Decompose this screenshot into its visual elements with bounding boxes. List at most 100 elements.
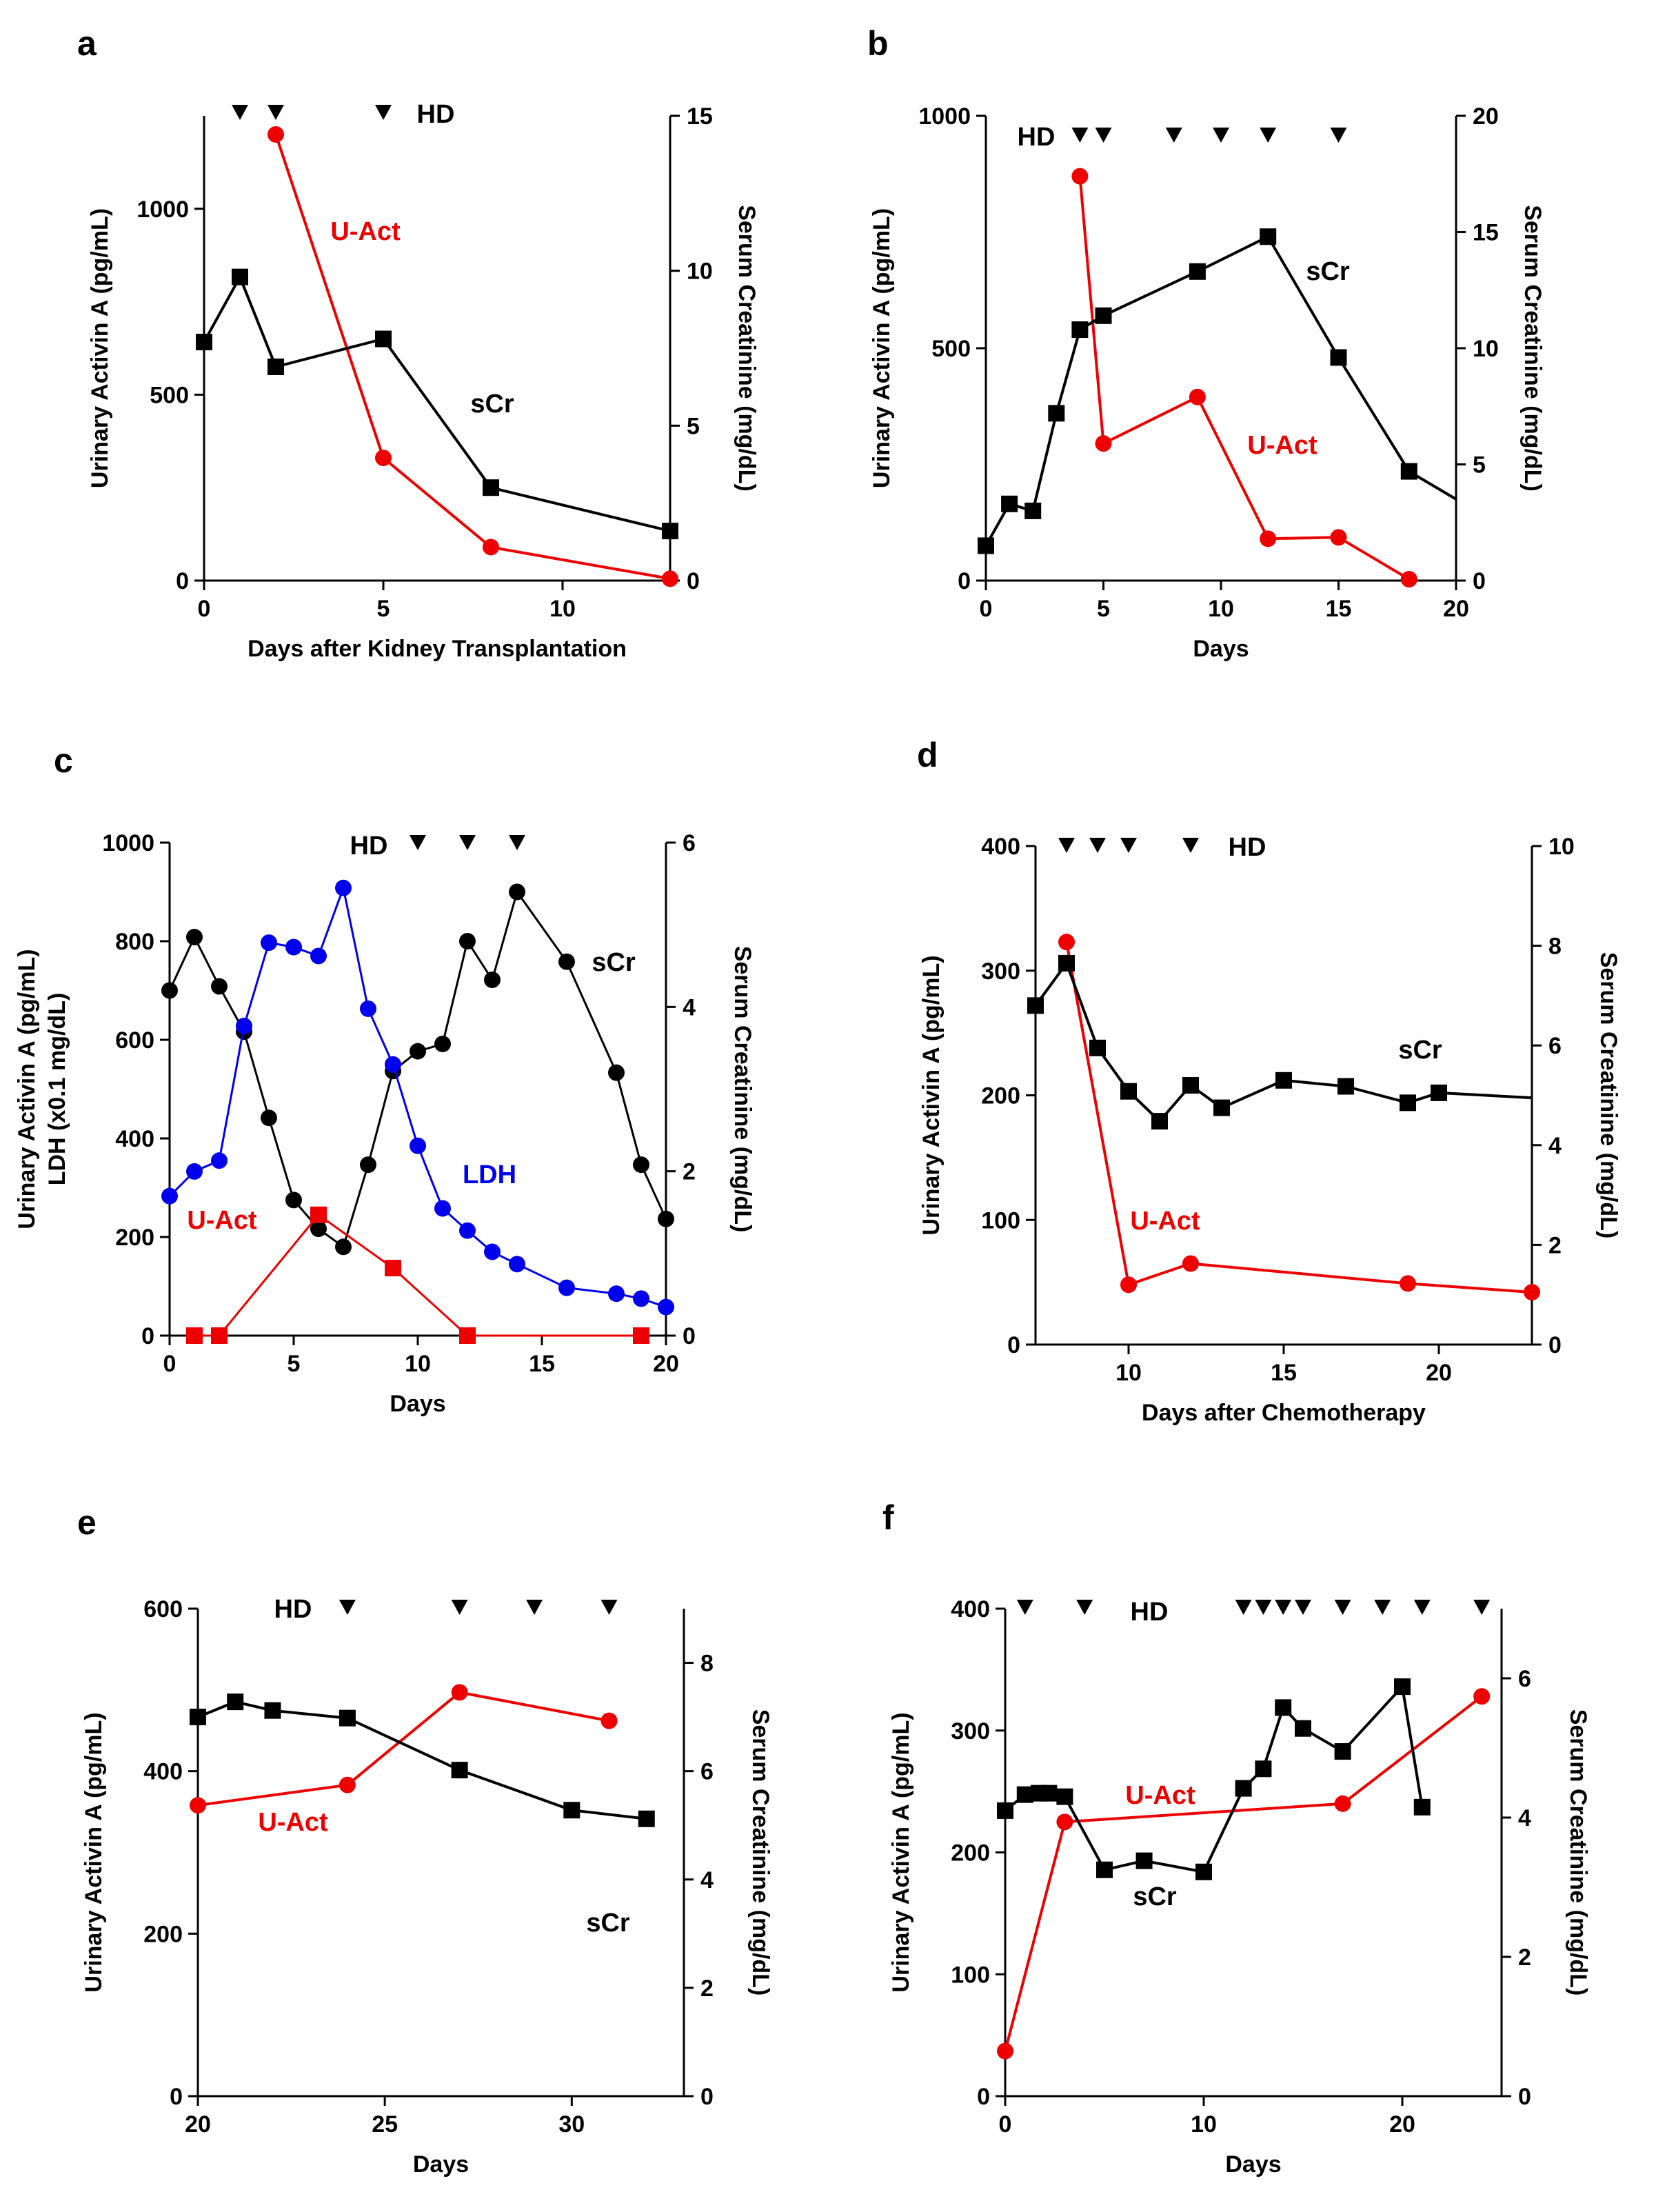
- x-tick-label: 5: [1097, 596, 1110, 622]
- data-point-scr: [484, 972, 501, 989]
- x-tick-label: 10: [1115, 1360, 1142, 1386]
- data-point-scr: [1024, 502, 1042, 519]
- data-point-scr: [186, 929, 203, 946]
- data-point-scr: [196, 334, 212, 351]
- data-point-scr: [267, 358, 284, 375]
- data-point-u-act: [1182, 1255, 1199, 1272]
- panel-f: f 0 100 200 300 400 0 2 4 6 0 10 20 Days Urinary Activ…: [882, 1498, 1591, 2178]
- data-point-scr: [1058, 954, 1075, 972]
- x-tick-label: 0: [999, 2111, 1012, 2138]
- x-tick-label: 0: [163, 1351, 176, 1377]
- y-right-tick-label: 6: [700, 1759, 714, 1785]
- hd-marker-icon: [1334, 1600, 1351, 1615]
- panel-c: c 0 200 400 600 800 1000 0 2 4 6 0 5 10 15 20 Days Urinar…: [14, 741, 756, 1417]
- hd-marker-icon: [526, 1600, 543, 1615]
- data-point-u-act: [385, 1260, 401, 1277]
- hd-marker-icon: [1120, 838, 1137, 853]
- data-point-scr: [1330, 349, 1347, 366]
- hd-marker-icon: [1089, 838, 1106, 853]
- series-u-act: [186, 1206, 649, 1344]
- y-right-tick-label: 0: [1518, 2084, 1531, 2110]
- y-right-tick-label: 6: [1548, 1033, 1562, 1059]
- y-right-tick-label: 0: [700, 2084, 714, 2110]
- y-right-axis-label: Serum Creatinine (mg/dL): [1565, 1709, 1591, 1996]
- data-point-scr: [1213, 1099, 1230, 1116]
- y-right-tick-label: 2: [1548, 1232, 1562, 1258]
- data-point-scr: [211, 978, 228, 995]
- y-left-axis-label: Urinary Activin A (pg/mL): [87, 208, 113, 488]
- y-left-tick-label: 0: [977, 2084, 990, 2110]
- y-right-tick-label: 10: [1473, 336, 1499, 362]
- data-point-scr: [1135, 1852, 1153, 1869]
- data-point-scr: [1195, 1863, 1212, 1880]
- data-point-ldh: [211, 1152, 228, 1169]
- y-left-axis-label: Urinary Activin A (pg/mL): [81, 1712, 107, 1992]
- y-left-tick-label: 0: [958, 568, 971, 594]
- x-tick-label: 0: [198, 596, 211, 622]
- hd-marker-icon: [600, 1600, 618, 1615]
- hd-marker-icon: [1071, 128, 1089, 143]
- series-scr: [161, 883, 674, 1256]
- data-point-scr: [1400, 1094, 1416, 1112]
- hd-marker-icon: [1095, 128, 1112, 143]
- data-point-scr: [978, 537, 994, 554]
- y-left-tick-label: 600: [115, 1027, 154, 1054]
- data-point-scr: [339, 1709, 356, 1727]
- data-point-scr: [1235, 1780, 1252, 1797]
- y-left-axis-label: Urinary Activin A (pg/mL): [14, 949, 40, 1229]
- y-left-tick-label: 100: [951, 1962, 990, 1988]
- y-left-tick-label: 800: [115, 929, 154, 955]
- hd-marker-icon: [1374, 1600, 1391, 1615]
- data-point-scr: [608, 1064, 625, 1081]
- series-u-act: [1058, 934, 1540, 1301]
- x-tick-label: 25: [372, 2111, 398, 2138]
- series-scr: [190, 1693, 655, 1827]
- data-point-u-act: [375, 450, 392, 467]
- data-point-ldh: [261, 934, 277, 952]
- data-point-scr: [1295, 1720, 1311, 1737]
- data-point-ldh: [161, 1187, 178, 1205]
- y-right-tick-label: 5: [687, 413, 700, 439]
- hd-marker-icon: [1182, 838, 1199, 853]
- y-right-tick-label: 4: [1518, 1805, 1531, 1831]
- data-point-u-act: [190, 1797, 206, 1814]
- y-left-tick-label: 300: [951, 1718, 990, 1745]
- hd-label: HD: [1131, 1598, 1169, 1627]
- data-point-scr: [658, 1210, 674, 1227]
- data-point-ldh: [335, 879, 352, 896]
- panel-label-d: d: [917, 736, 938, 774]
- y-left-axis-label: Urinary Activin A (pg/mL): [869, 208, 895, 488]
- data-point-u-act: [1120, 1276, 1137, 1294]
- series-line-u-act: [1005, 1695, 1483, 2052]
- data-point-scr: [190, 1709, 206, 1726]
- data-point-u-act: [483, 539, 499, 556]
- data-point-ldh: [385, 1056, 401, 1073]
- x-axis-label: Days: [390, 1391, 445, 1417]
- y-right-axis-label: Serum Creatinine (mg/dL): [1595, 952, 1622, 1239]
- data-point-scr: [1071, 321, 1089, 339]
- data-point-scr: [1255, 1760, 1272, 1778]
- data-point-ldh: [633, 1290, 649, 1307]
- data-point-scr: [227, 1693, 244, 1711]
- data-point-u-act: [1189, 388, 1206, 405]
- x-tick-label: 5: [287, 1351, 301, 1377]
- series-line-scr: [1005, 1685, 1424, 1873]
- data-point-scr: [360, 1156, 376, 1174]
- data-point-ldh: [360, 1000, 376, 1017]
- data-point-scr: [375, 330, 392, 348]
- data-point-scr: [1260, 228, 1277, 245]
- data-point-ldh: [410, 1137, 426, 1154]
- data-point-scr: [161, 982, 178, 999]
- y-left-axis-label: LDH (x0.1 mg/dL): [44, 993, 70, 1186]
- data-point-u-act: [1260, 530, 1277, 547]
- hd-marker-icon: [410, 835, 426, 850]
- y-left-tick-label: 200: [951, 1840, 990, 1867]
- panel-label-a: a: [77, 24, 97, 63]
- x-axis-label: Days after Kidney Transplantation: [248, 636, 627, 662]
- data-point-scr: [1027, 997, 1044, 1014]
- x-tick-label: 20: [653, 1351, 679, 1377]
- data-point-scr: [434, 1035, 451, 1052]
- x-tick-label: 10: [1191, 2111, 1217, 2138]
- hd-marker-icon: [1330, 128, 1347, 143]
